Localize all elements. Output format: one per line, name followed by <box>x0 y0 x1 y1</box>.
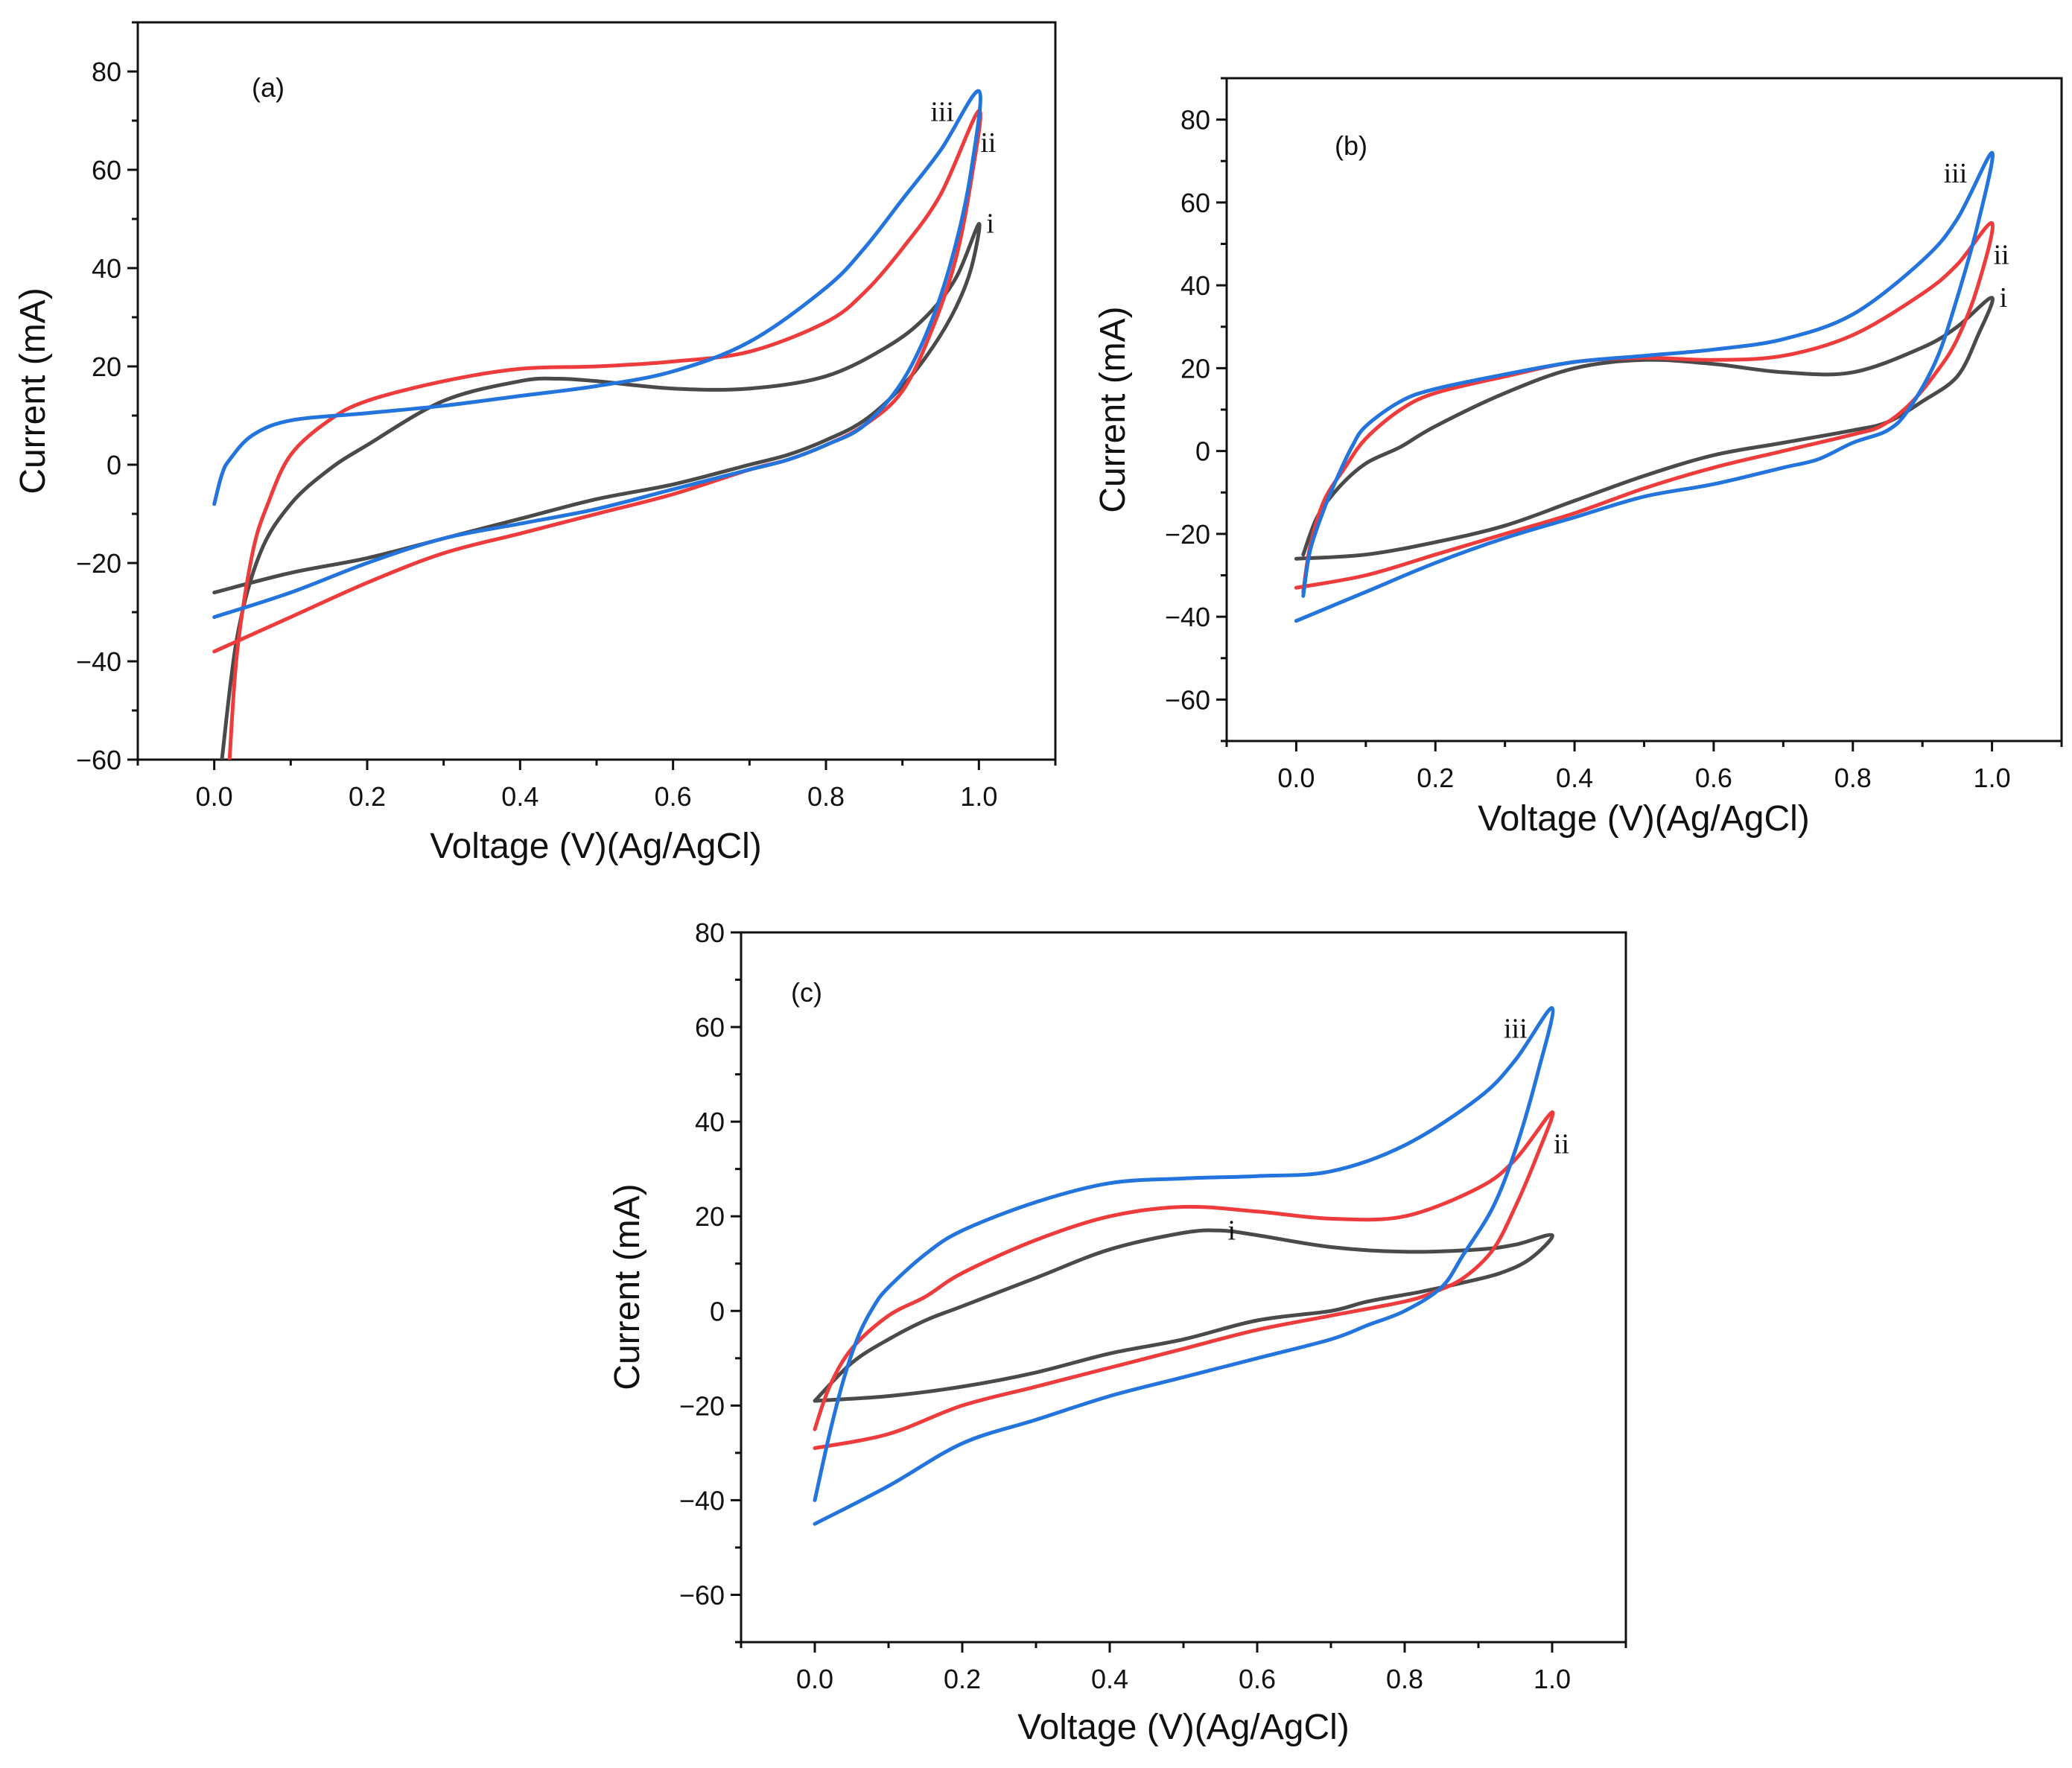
series-iii-line <box>212 89 982 620</box>
x-axis-title: Voltage (V)(Ag/AgCl) <box>430 827 762 866</box>
y-tick-label: −20 <box>1165 519 1210 550</box>
series-i-label: i <box>986 209 994 240</box>
x-tick-label: 0.2 <box>349 781 386 812</box>
series-i-label: i <box>1228 1215 1236 1246</box>
series-ii-line <box>212 109 982 760</box>
panel-label: (c) <box>791 977 822 1008</box>
y-tick-label: −40 <box>76 646 121 677</box>
series-ii-label: ii <box>1554 1128 1569 1160</box>
x-tick-label: 0.4 <box>1091 1664 1128 1694</box>
series-ii-label: ii <box>1994 240 2009 271</box>
y-tick-label: 0 <box>710 1296 725 1326</box>
series-i-label: i <box>2000 282 2008 314</box>
chart-panel-1: 0.0 0.2 0.4 0.6 0.8 1.0 −60 −40 −20 0 20 40 60 80 Volt… <box>1093 77 2063 839</box>
y-tick-label: −20 <box>679 1390 725 1421</box>
series-iii-label: iii <box>1944 158 1968 189</box>
x-axis-title: Voltage (V)(Ag/AgCl) <box>1017 1708 1350 1747</box>
x-tick-label: 0.0 <box>796 1664 833 1694</box>
x-tick-label: 0.0 <box>1277 763 1315 793</box>
x-tick-label: 1.0 <box>960 781 997 812</box>
series-ii-line <box>813 1110 1555 1450</box>
y-tick-label: 20 <box>92 352 121 382</box>
y-tick-label: 20 <box>1180 353 1210 384</box>
panel-label: (b) <box>1335 130 1367 161</box>
x-tick-label: 0.4 <box>1556 763 1593 793</box>
y-axis-title: Current (mA) <box>1093 306 1133 512</box>
series-iii-label: iii <box>1504 1014 1528 1045</box>
y-tick-label: 40 <box>695 1107 725 1137</box>
x-tick-label: 0.4 <box>501 781 538 812</box>
series-ii-line <box>1294 221 1995 594</box>
x-tick-label: 0.8 <box>1386 1664 1423 1694</box>
x-tick-label: 0.2 <box>944 1664 981 1694</box>
y-tick-label: 60 <box>1180 188 1210 218</box>
x-tick-label: 0.0 <box>196 781 233 812</box>
x-tick-label: 0.6 <box>1239 1664 1276 1694</box>
series-i-line <box>813 1228 1554 1403</box>
x-axis-title: Voltage (V)(Ag/AgCl) <box>1478 799 1810 839</box>
y-axis-title: Current (mA) <box>608 1183 647 1390</box>
plot-frame <box>136 21 1057 761</box>
x-tick-label: 1.0 <box>1534 1664 1571 1694</box>
series-iii-line <box>813 1006 1555 1526</box>
y-tick-label: −40 <box>679 1485 725 1516</box>
series-iii-line <box>1294 150 1995 623</box>
plot-frame <box>1225 77 2063 743</box>
series-iii-label: iii <box>930 96 954 127</box>
y-tick-label: 80 <box>92 57 121 87</box>
series-ii-label: ii <box>980 127 996 159</box>
plot-frame <box>740 931 1627 1644</box>
x-tick-label: 1.0 <box>1974 763 2011 793</box>
y-tick-label: −60 <box>76 745 121 775</box>
x-tick-label: 0.6 <box>1695 763 1732 793</box>
y-tick-label: 60 <box>92 155 121 185</box>
x-tick-label: 0.2 <box>1417 763 1454 793</box>
series-i-line <box>212 222 982 760</box>
series-i-line <box>1294 296 1995 561</box>
y-tick-label: −20 <box>76 548 121 579</box>
y-tick-label: 80 <box>1180 105 1210 136</box>
y-tick-label: 0 <box>1195 436 1210 467</box>
x-tick-label: 0.8 <box>807 781 845 812</box>
x-tick-label: 0.6 <box>655 781 692 812</box>
y-tick-label: 40 <box>92 253 121 284</box>
y-tick-label: −40 <box>1165 602 1210 632</box>
y-tick-label: −60 <box>679 1580 725 1610</box>
y-axis-title: Current (mA) <box>13 287 53 494</box>
x-tick-label: 0.8 <box>1834 763 1872 793</box>
y-tick-label: 40 <box>1180 270 1210 301</box>
y-tick-label: 60 <box>695 1012 725 1043</box>
chart-panel-0: 0.0 0.2 0.4 0.6 0.8 1.0 −60 −40 −20 0 20 40 60 80 Volt… <box>13 21 1057 866</box>
chart-panel-2: 0.0 0.2 0.4 0.6 0.8 1.0 −60 −40 −20 0 20 40 60 80 Volt… <box>608 918 1627 1747</box>
y-tick-label: 0 <box>107 450 121 480</box>
panel-label: (a) <box>252 72 285 103</box>
y-tick-label: −60 <box>1165 684 1210 715</box>
y-tick-label: 80 <box>695 918 725 948</box>
y-tick-label: 20 <box>695 1201 725 1232</box>
